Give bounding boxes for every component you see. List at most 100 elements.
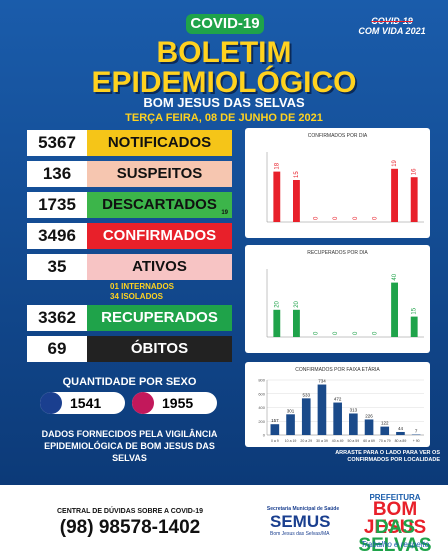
- campaign: COVID-19: [371, 16, 413, 26]
- stat-value: 69: [27, 336, 87, 362]
- y-tick-label: 0: [263, 433, 266, 438]
- value-label: 122: [381, 421, 389, 426]
- bar: [270, 424, 280, 435]
- stat-row: 69 ÓBITOS: [27, 336, 232, 362]
- stat-row: 136 SUSPEITOS: [27, 161, 232, 187]
- x-tick-label: 70 a 79: [379, 439, 391, 443]
- stat-row: 3496 CONFIRMADOS: [27, 223, 232, 249]
- value-label: 0: [372, 331, 378, 335]
- value-label: 301: [287, 408, 295, 413]
- value-label: 0: [333, 216, 339, 220]
- y-tick-label: 600: [258, 391, 265, 396]
- bar: [410, 316, 418, 337]
- male: 1541: [40, 392, 125, 414]
- stat-label: NOTIFICADOS: [87, 130, 232, 156]
- semus-bottom: Bom Jesus das Selvas/MA: [270, 531, 330, 537]
- title: EPIDEMIOLÓGICO: [91, 66, 357, 99]
- semus-top: Secretaria Municipal de Saúde: [266, 506, 340, 512]
- y-tick-label: 400: [258, 405, 265, 410]
- value-label: 15: [294, 171, 300, 178]
- campaign: COM VIDA 2021: [358, 26, 426, 36]
- value-label: 472: [334, 397, 342, 402]
- panel: CONFIRMADOS POR DIA 18 15 0 0 0 0 19 16: [245, 128, 430, 238]
- semus: SEMUS: [270, 512, 331, 531]
- stat-value: 3362: [27, 305, 87, 331]
- value-label: 18: [274, 162, 280, 169]
- bar: [380, 426, 390, 435]
- x-tick-label: + 90: [413, 439, 420, 443]
- label: ATIVOS: [132, 258, 187, 275]
- value-label: 0: [314, 331, 320, 335]
- value-label: 15: [412, 307, 418, 314]
- stat-value: 5367: [27, 130, 87, 156]
- chart: RECUPERADOS POR DIA 20 20 0 0 0 0 40 15: [266, 250, 424, 338]
- x-tick-label: 80 a 89: [395, 439, 407, 443]
- value-label: 20: [294, 300, 300, 307]
- label: SUSPEITOS: [116, 165, 203, 182]
- value-label: 0: [314, 216, 320, 220]
- y-tick-label: 800: [258, 378, 265, 383]
- bar: [333, 402, 342, 435]
- pref-name: BOM JESUS: [363, 499, 427, 538]
- x-tick-label: 10 a 19: [285, 439, 297, 443]
- chart: CONFIRMADOS POR DIA 18 15 0 0 0 0 19 16: [266, 133, 424, 223]
- stat-value: 136: [27, 161, 87, 187]
- bar: [317, 384, 327, 435]
- x-tick-label: 40 a 49: [332, 439, 344, 443]
- chart-title: RECUPERADOS POR DIA: [307, 250, 368, 256]
- x-tick-label: 30 a 39: [316, 439, 328, 443]
- bar: [286, 414, 295, 435]
- icon: [40, 392, 62, 414]
- bar: [293, 180, 300, 222]
- icon: [132, 392, 154, 414]
- value: 1955: [162, 395, 194, 411]
- value-label: 226: [365, 413, 373, 418]
- value-label: 0: [333, 331, 339, 335]
- stat-row: 5367 NOTIFICADOS: [27, 130, 232, 156]
- subtitle: BOM JESUS DAS SELVAS: [143, 95, 305, 110]
- bar: [301, 398, 311, 435]
- pref-name: DAS SELVAS: [358, 517, 432, 556]
- value: 1541: [70, 395, 102, 411]
- stat-value: 1735: [27, 192, 87, 218]
- badge: COVID-19: [186, 14, 264, 34]
- chart-title: CONFIRMADOS POR DIA: [308, 133, 368, 139]
- value-label: 734: [318, 379, 326, 384]
- stat-row: 3362 RECUPERADOS: [27, 305, 232, 331]
- bar: [349, 413, 358, 435]
- label: NOTIFICADOS: [107, 134, 212, 151]
- central: CENTRAL DE DÚVIDAS SOBRE A COVID-19: [57, 508, 203, 515]
- phone: (98) 98578-1402: [59, 517, 201, 538]
- date: TERÇA FEIRA, 08 DE JUNHO DE 2021: [125, 112, 323, 124]
- value-label: 40: [392, 273, 398, 280]
- value-label: 20: [274, 300, 280, 307]
- slogan: Trabalho e respeito: [360, 540, 430, 549]
- label: ÓBITOS: [130, 340, 189, 357]
- stat-row: 1735 DESCARTADOS 19: [27, 192, 232, 218]
- bar: [273, 171, 281, 222]
- panel: RECUPERADOS POR DIA 20 20 0 0 0 0 40 15: [245, 245, 430, 353]
- chart-title: CONFIRMADOS POR FAIXA ETÁRIA: [295, 366, 380, 373]
- detail: 34 ISOLADOS: [110, 292, 163, 301]
- bar: [391, 168, 398, 222]
- stat-label: DESCARTADOS 19: [87, 192, 232, 218]
- value-label: 157: [271, 418, 279, 423]
- stat-label: RECUPERADOS: [87, 305, 232, 331]
- female: 1955: [132, 392, 217, 414]
- value-label: 16: [412, 168, 418, 175]
- bar: [396, 431, 405, 435]
- x-tick-label: 50 a 59: [348, 439, 360, 443]
- stat-value: 35: [27, 254, 87, 280]
- swipe-note: ARRASTE PARA O LADO PARA VER OS CONFIRMA…: [335, 450, 440, 463]
- bar: [391, 282, 398, 337]
- label: DESCARTADOS: [102, 196, 217, 213]
- stat-label: CONFIRMADOS: [87, 223, 232, 249]
- source: DADOS FORNECIDOS PELA VIGILÂNCIA EPIDEMI…: [41, 429, 218, 463]
- value-label: 0: [372, 216, 378, 220]
- stat-label: ÓBITOS: [87, 336, 232, 362]
- stat-row: 35 ATIVOS: [27, 254, 232, 280]
- panel: CONFIRMADOS POR FAIXA ETÁRIA 0 200 400 600 80…: [245, 362, 430, 447]
- bar: [364, 419, 374, 435]
- title: BOLETIM: [156, 36, 292, 69]
